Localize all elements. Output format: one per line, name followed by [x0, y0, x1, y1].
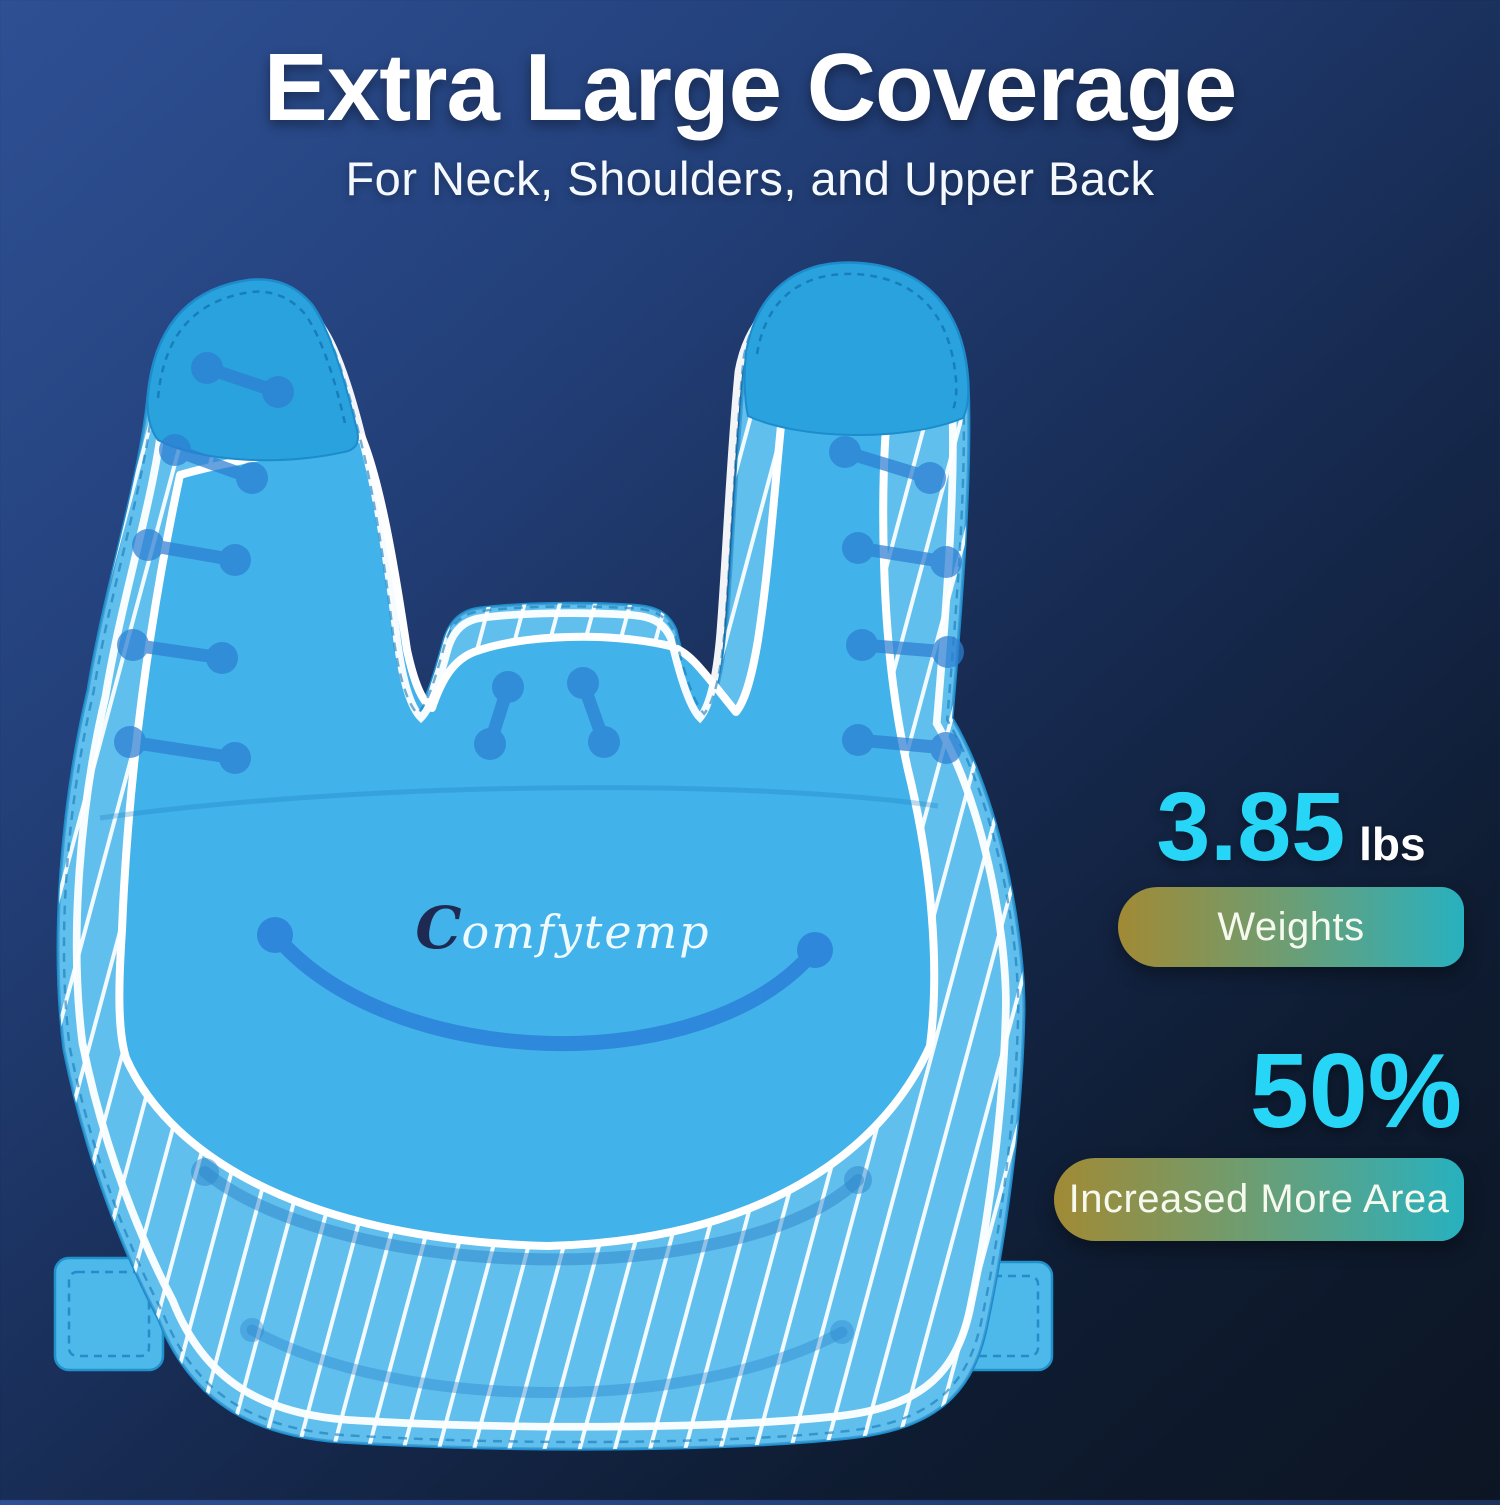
weight-value-line: 3.85 lbs	[1118, 778, 1464, 875]
weight-stat: 3.85 lbs Weights	[1118, 778, 1464, 967]
shoulder-seam	[99, 785, 939, 821]
page-title: Extra Large Coverage	[263, 34, 1237, 141]
weight-badge-label: Weights	[1217, 904, 1365, 949]
brand-logo: Comfytemp	[415, 894, 710, 962]
velcro-caps	[146, 261, 970, 462]
coverage-badge-label: Increased More Area	[1068, 1177, 1450, 1221]
coverage-badge: Increased More Area	[1054, 1158, 1464, 1241]
edge-stitching	[62, 268, 1020, 1444]
weight-value: 3.85	[1156, 772, 1346, 881]
coverage-stat: 50% Increased More Area	[1054, 1038, 1464, 1241]
coverage-value: 50%	[1249, 1032, 1462, 1150]
weight-unit: lbs	[1359, 818, 1426, 870]
header: Extra Large Coverage For Neck, Shoulders…	[0, 34, 1500, 206]
weight-badge: Weights	[1118, 887, 1464, 967]
page-subtitle: For Neck, Shoulders, and Upper Back	[345, 151, 1155, 205]
gel-tubes	[114, 352, 964, 774]
lower-gel-tubes	[191, 1158, 872, 1398]
coverage-value-line: 50%	[1054, 1038, 1464, 1144]
smile-gel-tube	[257, 917, 833, 1051]
